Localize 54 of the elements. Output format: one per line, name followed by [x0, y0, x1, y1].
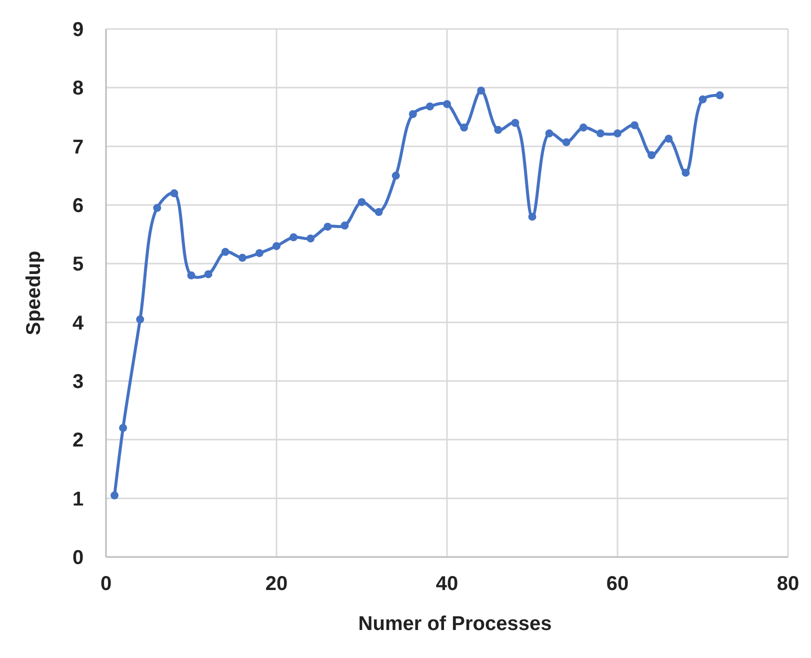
point: [460, 124, 468, 132]
point: [136, 315, 144, 324]
y-tick-label: 3: [72, 371, 84, 393]
point: [426, 102, 434, 110]
x-tick-label: 20: [265, 573, 288, 595]
y-tick-label: 1: [72, 488, 84, 510]
point: [358, 198, 366, 206]
point: [408, 110, 417, 118]
point: [340, 222, 349, 230]
y-tick-label: 0: [72, 547, 84, 569]
point: [324, 222, 332, 231]
point: [545, 129, 554, 138]
y-tick-label: 7: [72, 136, 84, 158]
y-axis-title: Speedup: [23, 250, 45, 336]
y-tick-label: 6: [72, 195, 84, 217]
point: [374, 208, 383, 216]
point: [392, 172, 400, 180]
point: [272, 242, 280, 250]
point: [204, 270, 212, 278]
x-tick-label: 40: [436, 573, 458, 595]
point: [238, 254, 246, 262]
y-tick-label: 5: [72, 254, 84, 276]
point: [562, 138, 570, 146]
point: [290, 233, 298, 242]
point: [494, 126, 502, 134]
point: [664, 134, 673, 143]
x-axis-title: Numer of Processes: [358, 613, 552, 635]
y-tick-label: 2: [72, 430, 84, 452]
x-tick-label: 60: [606, 573, 629, 595]
point: [716, 91, 724, 100]
point: [511, 118, 520, 127]
point: [153, 204, 162, 212]
point: [682, 168, 690, 177]
point: [306, 234, 315, 242]
point: [110, 491, 119, 500]
point: [630, 121, 639, 130]
point: [614, 129, 622, 138]
y-tick-label: 8: [72, 78, 84, 100]
point: [579, 124, 588, 132]
point: [255, 249, 264, 258]
point: [443, 100, 451, 108]
point: [119, 424, 128, 432]
y-tick-label: 4: [72, 312, 84, 334]
point: [170, 189, 178, 198]
point: [477, 86, 486, 95]
x-tick-label: 80: [776, 573, 800, 595]
point: [528, 212, 536, 221]
point: [648, 151, 656, 160]
point: [596, 129, 604, 138]
x-tick-label: 0: [100, 573, 112, 595]
y-tick-label: 9: [72, 19, 84, 41]
point: [187, 271, 196, 280]
point: [698, 95, 707, 104]
point: [221, 248, 230, 256]
